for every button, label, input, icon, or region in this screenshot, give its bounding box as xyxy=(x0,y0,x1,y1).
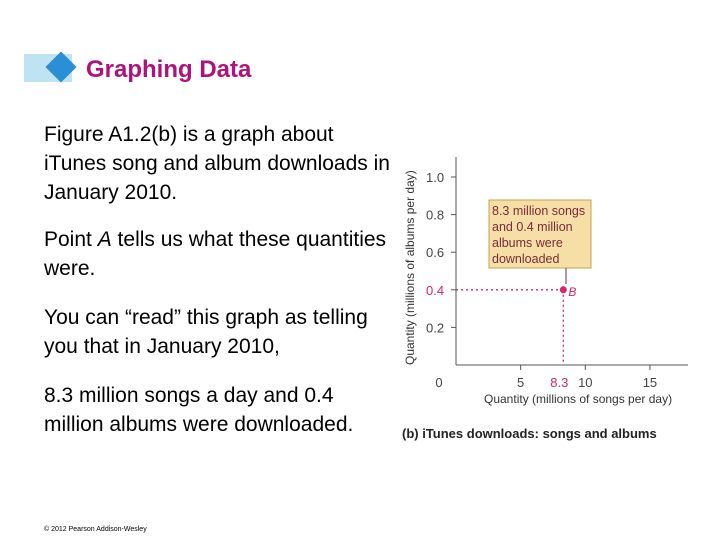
y-tick-label: 0.4 xyxy=(426,283,444,298)
x-tick-label: 10 xyxy=(578,375,592,390)
chart-caption: (b) iTunes downloads: songs and albums xyxy=(402,426,657,441)
annotation-line-1: 8.3 million songs xyxy=(492,204,585,218)
annotation-line-4: downloaded xyxy=(492,252,559,266)
x-highlight-label: 8.3 xyxy=(550,375,568,390)
x-tick-label: 5 xyxy=(517,375,524,390)
y-tick-label: 1.0 xyxy=(426,170,444,185)
slide-title: Graphing Data xyxy=(86,56,252,83)
data-point-b xyxy=(559,286,567,294)
paragraph-2-text-end: tells us what these quantities were. xyxy=(44,228,387,280)
annotation-line-3: albums were xyxy=(492,236,563,250)
y-tick-label: 0.2 xyxy=(426,320,444,335)
point-label-b: B xyxy=(568,285,576,299)
paragraph-2-point-label: A xyxy=(97,228,112,251)
y-tick-label: 0.6 xyxy=(426,245,444,260)
paragraph-1: Figure A1.2(b) is a graph about iTunes s… xyxy=(44,120,394,207)
paragraph-4-text: 8.3 million songs a day and 0.4 million … xyxy=(44,384,354,436)
paragraph-3-text: You can “read” this graph as telling you… xyxy=(44,306,368,358)
paragraph-3: You can “read” this graph as telling you… xyxy=(44,303,394,361)
y-axis-label: Quantity (millions of albums per day) xyxy=(403,170,417,365)
x-axis-label: Quantity (millions of songs per day) xyxy=(484,392,672,406)
annotation-line-2: and 0.4 million xyxy=(492,220,573,234)
x-tick-label: 0 xyxy=(435,375,442,390)
x-tick-label: 15 xyxy=(643,375,657,390)
y-tick-label: 0.8 xyxy=(426,208,444,223)
annotation-box xyxy=(488,199,592,269)
copyright-notice: © 2012 Pearson Addison-Wesley xyxy=(44,526,147,533)
paragraph-2: Point A tells us what these quantities w… xyxy=(44,225,394,283)
paragraph-2-text: Point xyxy=(44,228,98,251)
paragraph-1-text: Figure A1.2(b) is a graph about iTunes s… xyxy=(44,123,390,204)
paragraph-4: 8.3 million songs a day and 0.4 million … xyxy=(44,381,394,439)
